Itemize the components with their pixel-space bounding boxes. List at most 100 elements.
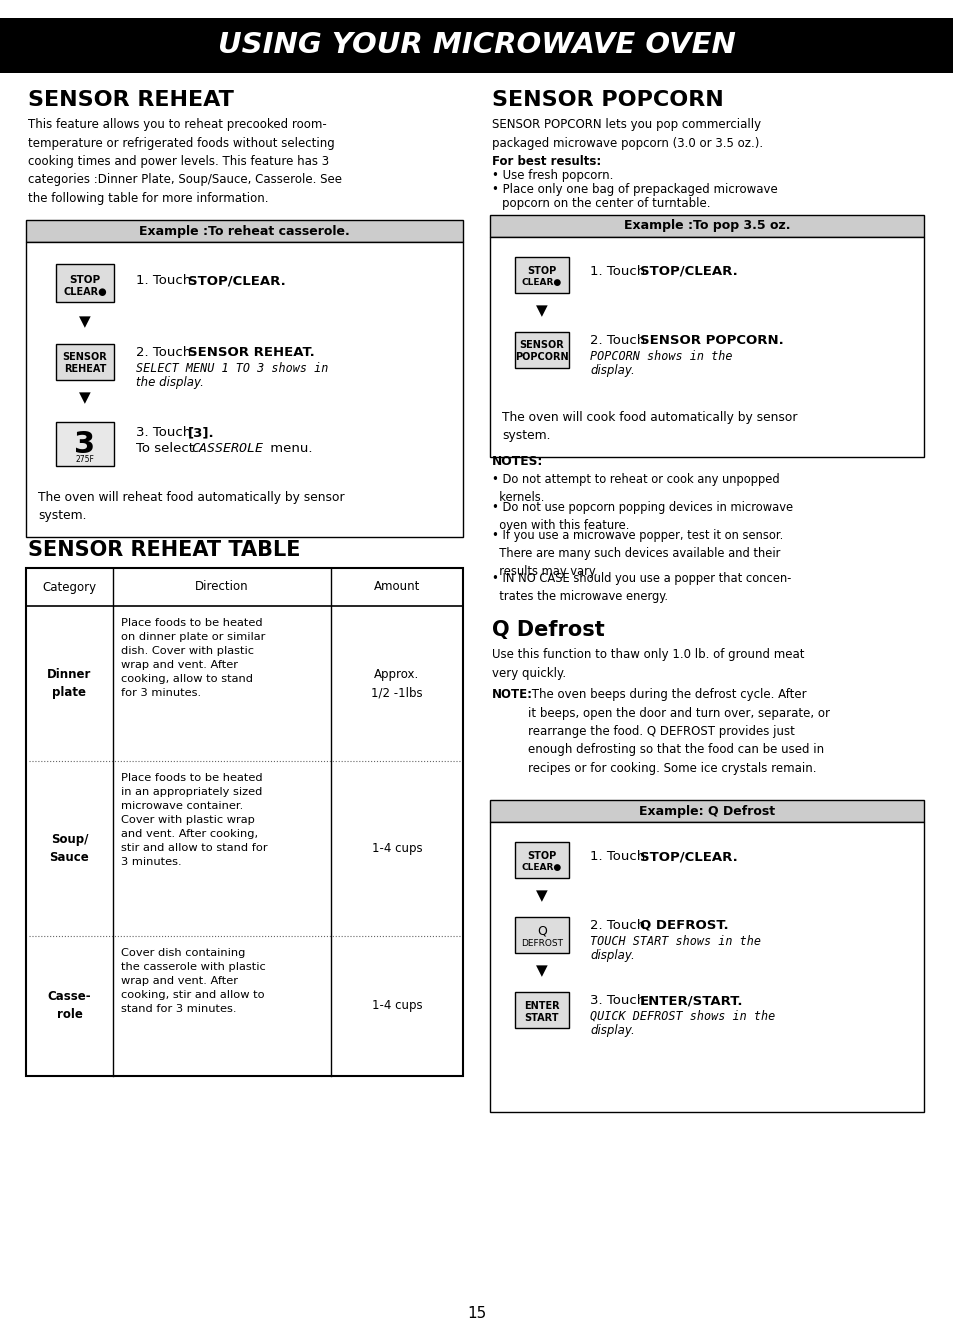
Text: STOP/CLEAR.: STOP/CLEAR. [639, 849, 737, 863]
Text: STOP: STOP [527, 851, 556, 862]
Bar [515, 992, 568, 1028]
Text: SENSOR POPCORN.: SENSOR POPCORN. [639, 334, 783, 348]
Text: Example: Q Defrost: Example: Q Defrost [639, 804, 774, 817]
Text: • Do not attempt to reheat or cook any unpopped
  kernels.: • Do not attempt to reheat or cook any u… [492, 472, 779, 505]
Text: NOTE:: NOTE: [492, 688, 533, 701]
Text: • If you use a microwave popper, test it on sensor.
  There are many such device: • If you use a microwave popper, test it… [492, 529, 782, 578]
Text: For best results:: For best results: [492, 154, 600, 168]
Text: 2. Touch: 2. Touch [589, 334, 649, 348]
Text: The oven beeps during the defrost cycle. After
it beeps, open the door and turn : The oven beeps during the defrost cycle.… [527, 688, 829, 774]
Text: Q: Q [537, 925, 546, 938]
Text: • Do not use popcorn popping devices in microwave
  oven with this feature.: • Do not use popcorn popping devices in … [492, 501, 792, 531]
Bar [515, 331, 568, 368]
Bar [490, 800, 923, 823]
Text: STOP: STOP [527, 266, 556, 276]
Text: display.: display. [589, 364, 634, 377]
Bar [0, 17, 953, 72]
Text: NOTES:: NOTES: [492, 455, 543, 468]
Text: USING YOUR MICROWAVE OVEN: USING YOUR MICROWAVE OVEN [218, 31, 735, 59]
Text: Q Defrost: Q Defrost [492, 620, 604, 640]
Bar [56, 421, 113, 466]
Text: 1-4 cups: 1-4 cups [372, 1000, 422, 1012]
Text: Approx.
1/2 -1lbs: Approx. 1/2 -1lbs [371, 668, 422, 699]
Text: SENSOR REHEAT.: SENSOR REHEAT. [188, 346, 314, 360]
Text: Cover dish containing
the casserole with plastic
wrap and vent. After
cooking, s: Cover dish containing the casserole with… [121, 947, 266, 1015]
Text: STOP: STOP [70, 275, 100, 285]
Text: 3. Touch: 3. Touch [136, 425, 195, 439]
Text: SENSOR REHEAT: SENSOR REHEAT [28, 90, 233, 110]
Text: Use this function to thaw only 1.0 lb. of ground meat
very quickly.: Use this function to thaw only 1.0 lb. o… [492, 648, 803, 679]
Text: Example :To reheat casserole.: Example :To reheat casserole. [139, 224, 350, 238]
Bar [26, 242, 462, 537]
Text: ENTER/START.: ENTER/START. [639, 994, 742, 1006]
Text: display.: display. [589, 949, 634, 962]
Text: ENTER: ENTER [523, 1001, 559, 1011]
Text: 3. Touch: 3. Touch [589, 994, 649, 1006]
Bar [56, 264, 113, 302]
Text: Example :To pop 3.5 oz.: Example :To pop 3.5 oz. [623, 220, 789, 232]
Text: Dinner
plate: Dinner plate [48, 668, 91, 699]
Text: DEFROST: DEFROST [520, 939, 562, 947]
Text: START: START [524, 1013, 558, 1023]
Bar [515, 917, 568, 953]
Text: Direction: Direction [195, 581, 249, 593]
Text: ▼: ▼ [536, 964, 547, 978]
Text: Category: Category [42, 581, 96, 593]
Bar [56, 344, 113, 380]
Text: TOUCH START shows in the: TOUCH START shows in the [589, 935, 760, 947]
Text: CLEAR●: CLEAR● [521, 863, 561, 872]
Text: the display.: the display. [136, 376, 204, 389]
Text: CASSEROLE: CASSEROLE [191, 442, 263, 455]
Bar [490, 238, 923, 458]
Text: To select: To select [136, 442, 198, 455]
Text: 2. Touch: 2. Touch [589, 919, 649, 931]
Text: This feature allows you to reheat precooked room-
temperature or refrigerated fo: This feature allows you to reheat precoo… [28, 118, 341, 205]
Text: Amount: Amount [374, 581, 419, 593]
Text: REHEAT: REHEAT [64, 364, 106, 374]
Text: Place foods to be heated
on dinner plate or similar
dish. Cover with plastic
wra: Place foods to be heated on dinner plate… [121, 619, 265, 698]
Text: 3: 3 [74, 429, 95, 459]
Text: menu.: menu. [266, 442, 313, 455]
Text: 1. Touch: 1. Touch [589, 264, 649, 278]
Text: ▼: ▼ [536, 888, 547, 903]
Text: Casse-
role: Casse- role [48, 990, 91, 1021]
Text: QUICK DEFROST shows in the: QUICK DEFROST shows in the [589, 1011, 775, 1023]
Text: POPCORN shows in the: POPCORN shows in the [589, 350, 732, 362]
Text: ▼: ▼ [79, 314, 91, 329]
Text: Soup/
Sauce: Soup/ Sauce [50, 833, 90, 864]
Bar [515, 841, 568, 878]
Text: 1. Touch: 1. Touch [589, 849, 649, 863]
Text: SENSOR: SENSOR [63, 352, 108, 362]
Text: ▼: ▼ [79, 391, 91, 405]
Text: • IN NO CASE should you use a popper that concen-
  trates the microwave energy.: • IN NO CASE should you use a popper tha… [492, 572, 791, 603]
Bar [515, 258, 568, 293]
Text: SENSOR POPCORN lets you pop commercially
packaged microwave popcorn (3.0 or 3.5 : SENSOR POPCORN lets you pop commercially… [492, 118, 762, 149]
Text: SELECT MENU 1 TO 3 shows in: SELECT MENU 1 TO 3 shows in [136, 362, 328, 374]
Text: ▼: ▼ [536, 303, 547, 318]
Text: POPCORN: POPCORN [515, 352, 568, 362]
Text: CLEAR●: CLEAR● [521, 278, 561, 287]
Text: 15: 15 [467, 1307, 486, 1322]
Text: STOP/CLEAR.: STOP/CLEAR. [639, 264, 737, 278]
Text: 2. Touch: 2. Touch [136, 346, 195, 360]
Text: popcorn on the center of turntable.: popcorn on the center of turntable. [501, 197, 710, 209]
Text: 1. Touch: 1. Touch [136, 274, 195, 287]
Text: 275F: 275F [75, 455, 94, 464]
Text: CLEAR●: CLEAR● [63, 287, 107, 297]
Bar [26, 568, 462, 1076]
Text: display.: display. [589, 1024, 634, 1037]
Text: SENSOR REHEAT TABLE: SENSOR REHEAT TABLE [28, 539, 300, 560]
Text: STOP/CLEAR.: STOP/CLEAR. [188, 274, 286, 287]
Text: Place foods to be heated
in an appropriately sized
microwave container.
Cover wi: Place foods to be heated in an appropria… [121, 773, 268, 867]
Text: • Use fresh popcorn.: • Use fresh popcorn. [492, 169, 613, 183]
Text: [3].: [3]. [188, 425, 214, 439]
Text: • Place only one bag of prepackaged microwave: • Place only one bag of prepackaged micr… [492, 183, 777, 196]
Bar [490, 215, 923, 238]
Text: The oven will cook food automatically by sensor
system.: The oven will cook food automatically by… [501, 411, 797, 442]
Text: 1-4 cups: 1-4 cups [372, 841, 422, 855]
Bar [490, 823, 923, 1113]
Text: The oven will reheat food automatically by sensor
system.: The oven will reheat food automatically … [38, 491, 344, 522]
Text: Q DEFROST.: Q DEFROST. [639, 919, 728, 931]
Text: SENSOR: SENSOR [519, 340, 564, 350]
Text: SENSOR POPCORN: SENSOR POPCORN [492, 90, 723, 110]
